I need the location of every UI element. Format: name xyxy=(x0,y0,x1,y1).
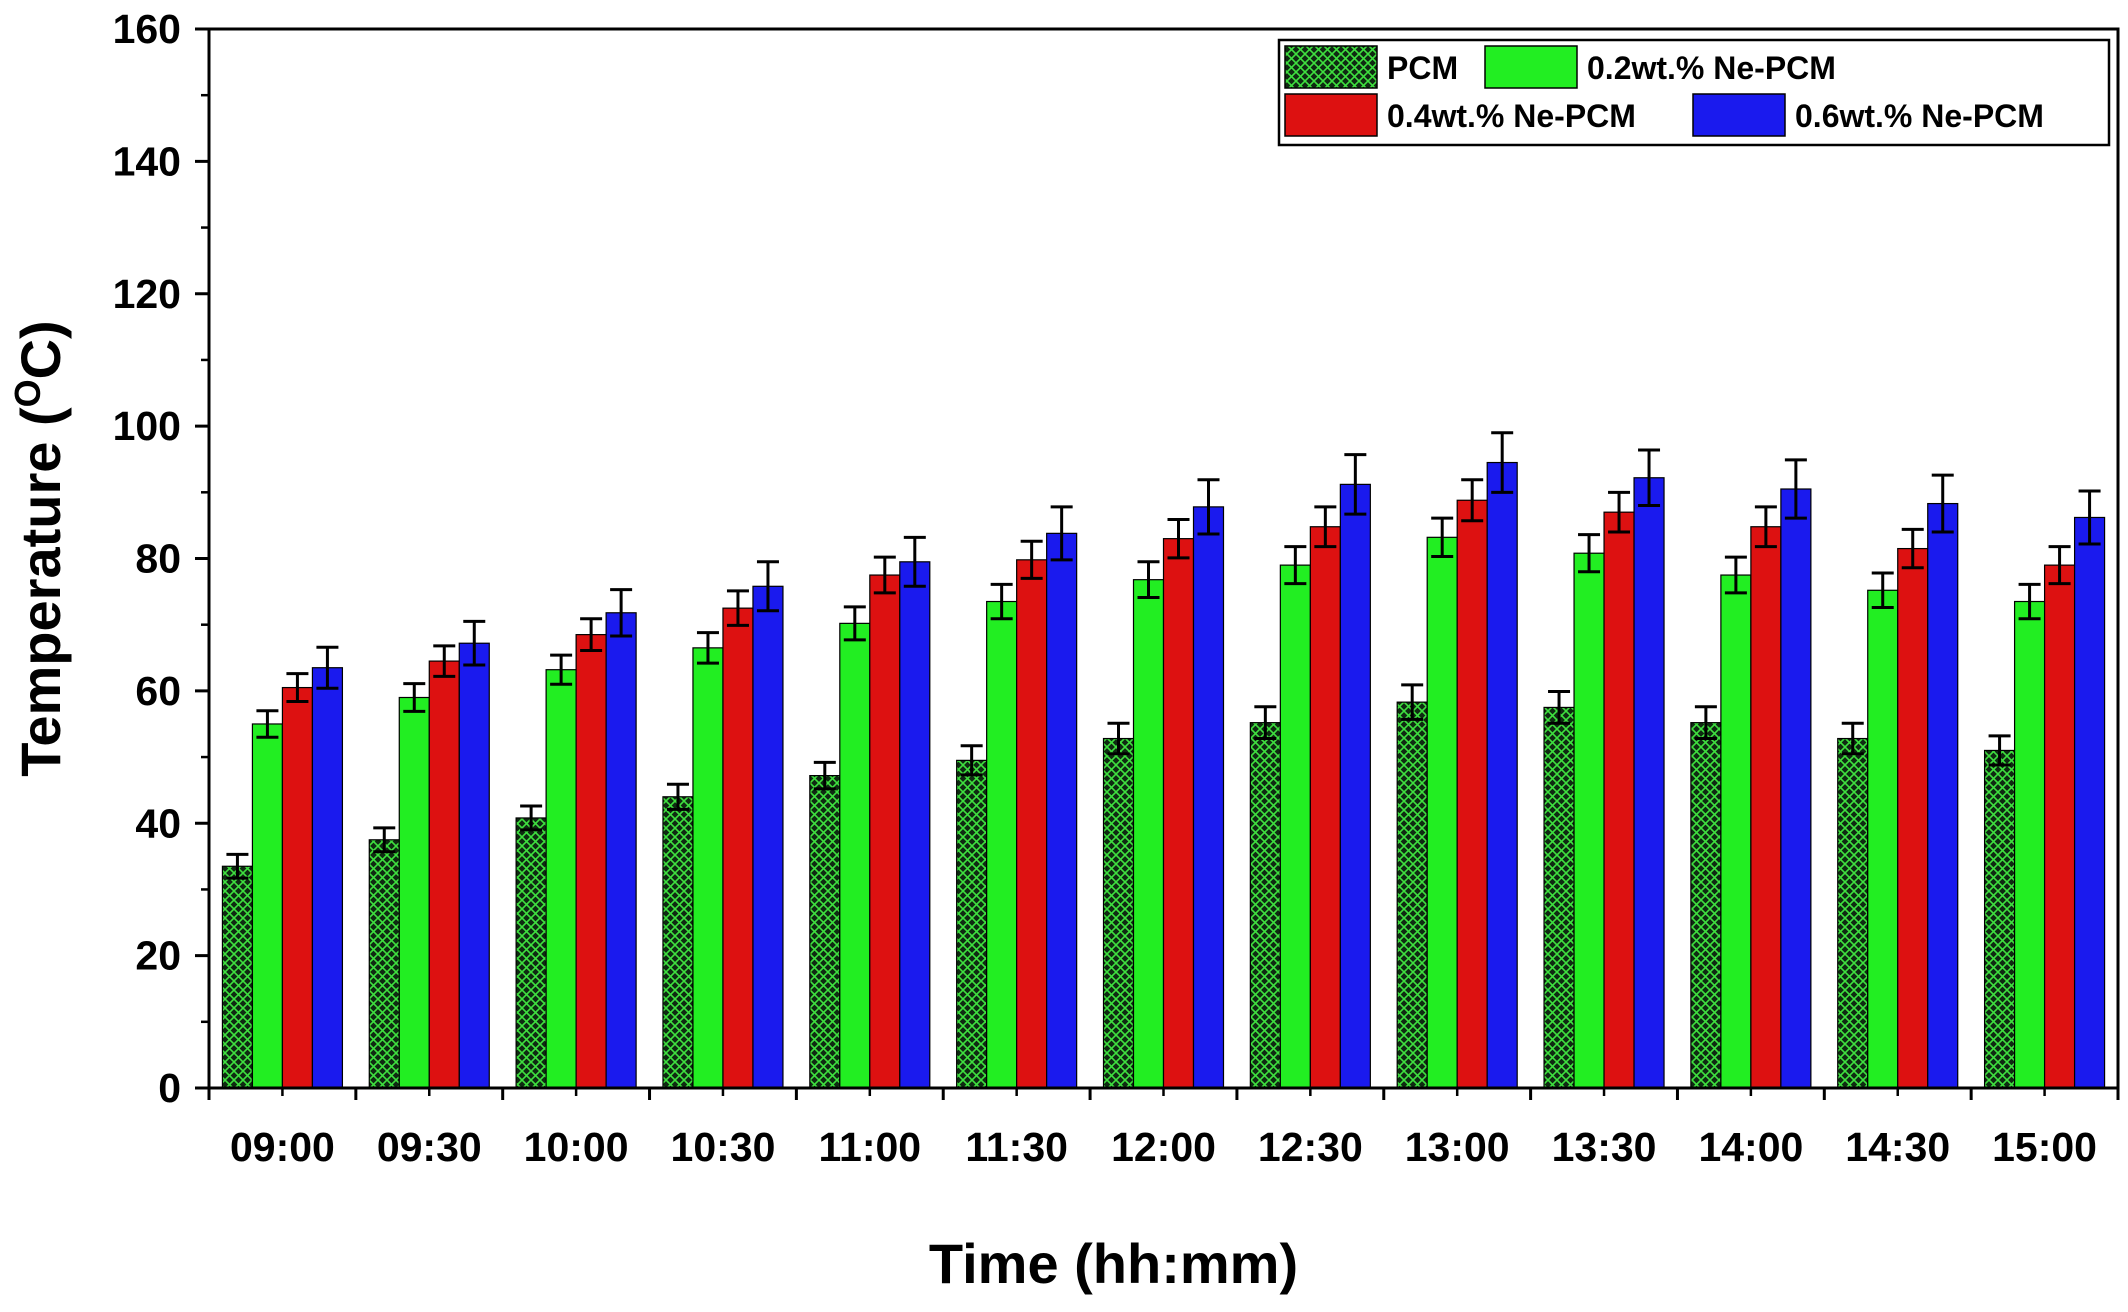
x-tick-label: 13:00 xyxy=(1405,1124,1510,1170)
y-axis-title: Temperature (OC) xyxy=(7,320,72,776)
legend-swatch-0 xyxy=(1284,45,1378,89)
bar-1-7 xyxy=(1279,564,1311,1089)
bar-0-4 xyxy=(809,774,841,1089)
bar-2-4 xyxy=(869,574,901,1089)
bar-0-12 xyxy=(1983,749,2016,1089)
y-tick-label: 80 xyxy=(135,536,181,582)
x-tick-label: 09:30 xyxy=(377,1124,482,1170)
bar-1-4 xyxy=(839,622,871,1089)
legend-label-3: 0.6wt.% Ne-PCM xyxy=(1795,98,2044,134)
bar-2-6 xyxy=(1162,538,1195,1089)
bar-3-10 xyxy=(1780,488,1812,1089)
bar-1-0 xyxy=(251,723,284,1089)
bar-2-8 xyxy=(1456,499,1488,1089)
legend-label-2: 0.4wt.% Ne-PCM xyxy=(1387,98,1636,134)
x-tick-label: 12:30 xyxy=(1258,1124,1363,1170)
x-tick-label: 10:00 xyxy=(524,1124,629,1170)
bar-2-1 xyxy=(428,660,460,1089)
bar-0-8 xyxy=(1396,701,1428,1089)
bar-3-3 xyxy=(752,585,784,1089)
x-tick-label: 11:00 xyxy=(819,1124,922,1170)
x-tick-label: 10:30 xyxy=(671,1124,776,1170)
x-tick-label: 12:00 xyxy=(1111,1124,1216,1170)
legend-swatch-3 xyxy=(1692,93,1786,137)
bar-1-3 xyxy=(692,647,724,1089)
bar-2-3 xyxy=(722,607,754,1089)
bar-3-1 xyxy=(458,642,490,1089)
x-tick-label: 09:00 xyxy=(230,1124,335,1170)
y-tick-label: 40 xyxy=(135,800,181,846)
bar-0-10 xyxy=(1690,722,1722,1089)
bar-3-4 xyxy=(899,561,931,1089)
bar-1-2 xyxy=(545,669,577,1089)
bar-1-10 xyxy=(1720,574,1752,1089)
bar-3-8 xyxy=(1486,461,1518,1089)
bar-2-10 xyxy=(1750,526,1782,1089)
bar-1-6 xyxy=(1132,579,1165,1089)
bar-0-5 xyxy=(956,759,988,1089)
bar-3-7 xyxy=(1339,483,1371,1089)
bar-3-9 xyxy=(1633,477,1665,1089)
bar-2-12 xyxy=(2043,564,2076,1089)
bar-0-7 xyxy=(1249,722,1281,1089)
bar-2-5 xyxy=(1016,559,1048,1089)
x-tick-label: 14:00 xyxy=(1698,1124,1803,1170)
bar-3-12 xyxy=(2073,516,2106,1089)
bar-0-11 xyxy=(1837,737,1869,1089)
y-tick-label: 120 xyxy=(113,271,181,317)
bar-2-9 xyxy=(1603,511,1635,1089)
bar-1-11 xyxy=(1867,589,1899,1089)
bar-3-0 xyxy=(311,667,344,1089)
legend-label-0: PCM xyxy=(1387,50,1458,86)
bar-3-6 xyxy=(1192,506,1225,1089)
bar-0-0 xyxy=(221,865,254,1089)
x-tick-label: 11:30 xyxy=(965,1124,1068,1170)
bar-2-0 xyxy=(281,686,314,1089)
legend: PCM 0.2wt.% Ne-PCM 0.4wt.% Ne-PCM 0.6wt.% N… xyxy=(1277,38,2111,147)
bar-1-1 xyxy=(398,696,430,1089)
bar-2-11 xyxy=(1897,547,1929,1089)
y-tick-label: 160 xyxy=(113,6,181,52)
x-tick-label: 15:00 xyxy=(1992,1124,2097,1170)
bar-3-2 xyxy=(605,612,637,1089)
bar-3-5 xyxy=(1046,532,1078,1089)
x-axis-title: Time (hh:mm) xyxy=(929,1232,1298,1295)
bar-2-7 xyxy=(1309,526,1341,1089)
y-tick-label: 60 xyxy=(135,668,181,714)
plot-area xyxy=(221,431,2106,1089)
y-tick-label: 0 xyxy=(158,1065,181,1111)
legend-swatch-2 xyxy=(1284,93,1378,137)
bar-0-9 xyxy=(1543,706,1575,1089)
y-tick-label: 100 xyxy=(113,403,181,449)
bar-0-6 xyxy=(1102,737,1135,1089)
bar-3-11 xyxy=(1927,502,1959,1089)
legend-label-1: 0.2wt.% Ne-PCM xyxy=(1587,50,1836,86)
x-tick-label: 14:30 xyxy=(1845,1124,1950,1170)
bar-1-12 xyxy=(2013,600,2046,1089)
x-tick-label: 13:30 xyxy=(1552,1124,1657,1170)
bar-0-3 xyxy=(662,796,694,1089)
axes: 0 20 40 60 80 100 120 140 160 09:00 09:30 10:00 10:3… xyxy=(7,6,2120,1295)
bar-0-1 xyxy=(368,839,400,1089)
bar-2-2 xyxy=(575,634,607,1089)
bar-1-5 xyxy=(986,600,1018,1089)
bar-1-8 xyxy=(1426,536,1458,1089)
y-tick-label: 140 xyxy=(113,138,181,184)
y-tick-label: 20 xyxy=(135,933,181,979)
legend-swatch-1 xyxy=(1484,45,1578,89)
bar-1-9 xyxy=(1573,552,1605,1089)
bar-0-2 xyxy=(515,817,547,1089)
